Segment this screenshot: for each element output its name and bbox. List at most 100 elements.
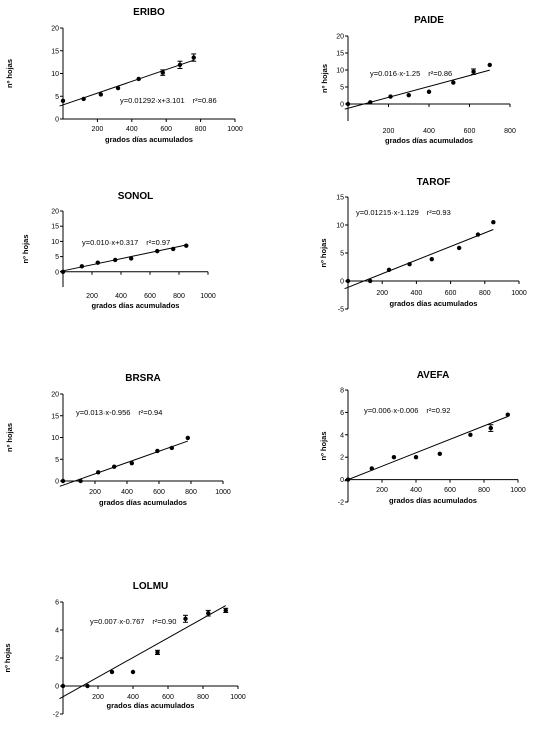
y-tick-label: -5 bbox=[338, 307, 344, 314]
chart-title: LOLMU bbox=[133, 581, 169, 592]
data-point bbox=[85, 683, 90, 689]
data-point bbox=[60, 478, 66, 484]
y-tick-label: 20 bbox=[51, 26, 59, 33]
x-axis-label: grados días acumulados bbox=[385, 136, 473, 145]
y-tick-label: 6 bbox=[55, 600, 59, 607]
data-point bbox=[78, 478, 83, 484]
y-tick-label: 4 bbox=[55, 628, 59, 635]
r-squared: r²=0.92 bbox=[426, 406, 450, 415]
x-axis-label: grados días acumulados bbox=[107, 701, 195, 710]
x-tick-label: 200 bbox=[376, 290, 388, 297]
chart-title: SONOL bbox=[118, 191, 154, 202]
y-tick-label: 5 bbox=[55, 254, 59, 261]
data-point bbox=[391, 455, 397, 460]
x-tick-label: 1000 bbox=[230, 694, 246, 701]
data-point bbox=[79, 264, 85, 269]
data-point bbox=[81, 96, 86, 102]
data-point bbox=[113, 257, 118, 263]
data-point bbox=[368, 100, 373, 105]
data-point bbox=[171, 246, 176, 252]
y-axis-label: nº hojas bbox=[21, 235, 30, 264]
data-point bbox=[451, 80, 456, 85]
x-tick-label: 400 bbox=[115, 293, 127, 300]
y-tick-label: 15 bbox=[51, 224, 59, 231]
x-tick-label: 1000 bbox=[215, 489, 231, 496]
data-point bbox=[505, 412, 510, 417]
x-tick-label: 600 bbox=[444, 487, 456, 494]
data-point bbox=[98, 92, 104, 97]
x-tick-label: 200 bbox=[376, 487, 388, 494]
data-point bbox=[386, 267, 392, 272]
y-tick-label: 0 bbox=[55, 117, 59, 124]
x-tick-label: 400 bbox=[121, 489, 133, 496]
regression-equation: y=0.013·x-0.956 bbox=[76, 408, 130, 417]
x-tick-label: 200 bbox=[92, 694, 104, 701]
y-tick-label: -2 bbox=[53, 712, 59, 719]
chart-panel-avefa: AVEFA -2 0 2 4 6 8 200 400 600 800 1000 grados días … bbox=[319, 370, 526, 507]
data-point bbox=[155, 448, 160, 454]
data-point bbox=[437, 451, 442, 457]
x-tick-label: 600 bbox=[162, 694, 174, 701]
data-point bbox=[60, 269, 66, 274]
y-tick-label: 10 bbox=[336, 68, 344, 75]
data-point bbox=[95, 260, 101, 265]
x-tick-label: 800 bbox=[504, 128, 516, 135]
chart-panel-lolmu: LOLMU -2 0 2 4 6 200 400 600 800 1000 grados días a… bbox=[3, 581, 246, 719]
y-tick-label: 10 bbox=[51, 71, 59, 78]
data-point bbox=[185, 435, 190, 441]
data-point bbox=[109, 669, 115, 675]
data-point bbox=[128, 256, 134, 261]
x-tick-label: 400 bbox=[126, 126, 138, 133]
chart-panel-tarof: TAROF -5 0 5 10 15 200 400 600 800 1000 grados días… bbox=[319, 177, 527, 314]
chart-title: AVEFA bbox=[417, 370, 450, 381]
y-axis-label: nº hojas bbox=[319, 432, 328, 461]
x-tick-label: 200 bbox=[86, 293, 98, 300]
y-tick-label: 5 bbox=[340, 85, 344, 92]
y-axis-label: nº hojas bbox=[5, 423, 14, 452]
y-tick-label: 0 bbox=[55, 684, 59, 691]
y-tick-label: 0 bbox=[340, 102, 344, 109]
data-point bbox=[475, 232, 481, 237]
x-tick-label: 600 bbox=[144, 293, 156, 300]
regression-line bbox=[59, 244, 187, 272]
data-point bbox=[368, 278, 373, 284]
y-tick-label: 2 bbox=[340, 455, 344, 462]
data-point bbox=[406, 92, 411, 98]
x-axis-label: grados días acumulados bbox=[92, 301, 180, 310]
y-tick-label: 15 bbox=[336, 51, 344, 58]
chart-panel-sonol: SONOL 0 5 10 15 20 200 400 600 800 1000 grados días… bbox=[21, 191, 216, 310]
x-axis-label: grados días acumulados bbox=[389, 496, 477, 505]
y-tick-label: 2 bbox=[55, 656, 59, 663]
x-tick-label: 800 bbox=[185, 489, 197, 496]
x-tick-label: 1000 bbox=[200, 293, 216, 300]
y-tick-label: 6 bbox=[340, 410, 344, 417]
r-squared: r²=0.94 bbox=[138, 408, 162, 417]
y-tick-label: 20 bbox=[51, 392, 59, 399]
x-tick-label: 1000 bbox=[227, 126, 243, 133]
regression-line bbox=[59, 440, 188, 487]
x-tick-label: 600 bbox=[445, 290, 457, 297]
x-axis-label: grados días acumulados bbox=[105, 135, 193, 144]
y-tick-label: 15 bbox=[336, 195, 344, 202]
x-tick-label: 800 bbox=[195, 126, 207, 133]
x-tick-label: 600 bbox=[153, 489, 165, 496]
data-point bbox=[388, 94, 393, 99]
r-squared: r²=0.97 bbox=[146, 238, 170, 247]
data-point bbox=[345, 477, 351, 482]
data-point bbox=[206, 611, 211, 616]
y-tick-label: 5 bbox=[340, 251, 344, 258]
data-point bbox=[183, 616, 188, 621]
data-point bbox=[129, 460, 134, 466]
y-tick-label: 5 bbox=[55, 457, 59, 464]
x-tick-label: 200 bbox=[383, 128, 395, 135]
data-point bbox=[407, 262, 412, 267]
chart-title: PAIDE bbox=[414, 15, 444, 26]
chart-title: ERIBO bbox=[133, 7, 165, 18]
y-tick-label: 10 bbox=[336, 223, 344, 230]
r-squared: r²=0.86 bbox=[428, 69, 452, 78]
regression-equation: y=0.007·x-0.767 bbox=[90, 617, 144, 626]
data-point bbox=[223, 608, 228, 613]
data-point bbox=[155, 650, 160, 655]
data-point bbox=[115, 85, 121, 91]
